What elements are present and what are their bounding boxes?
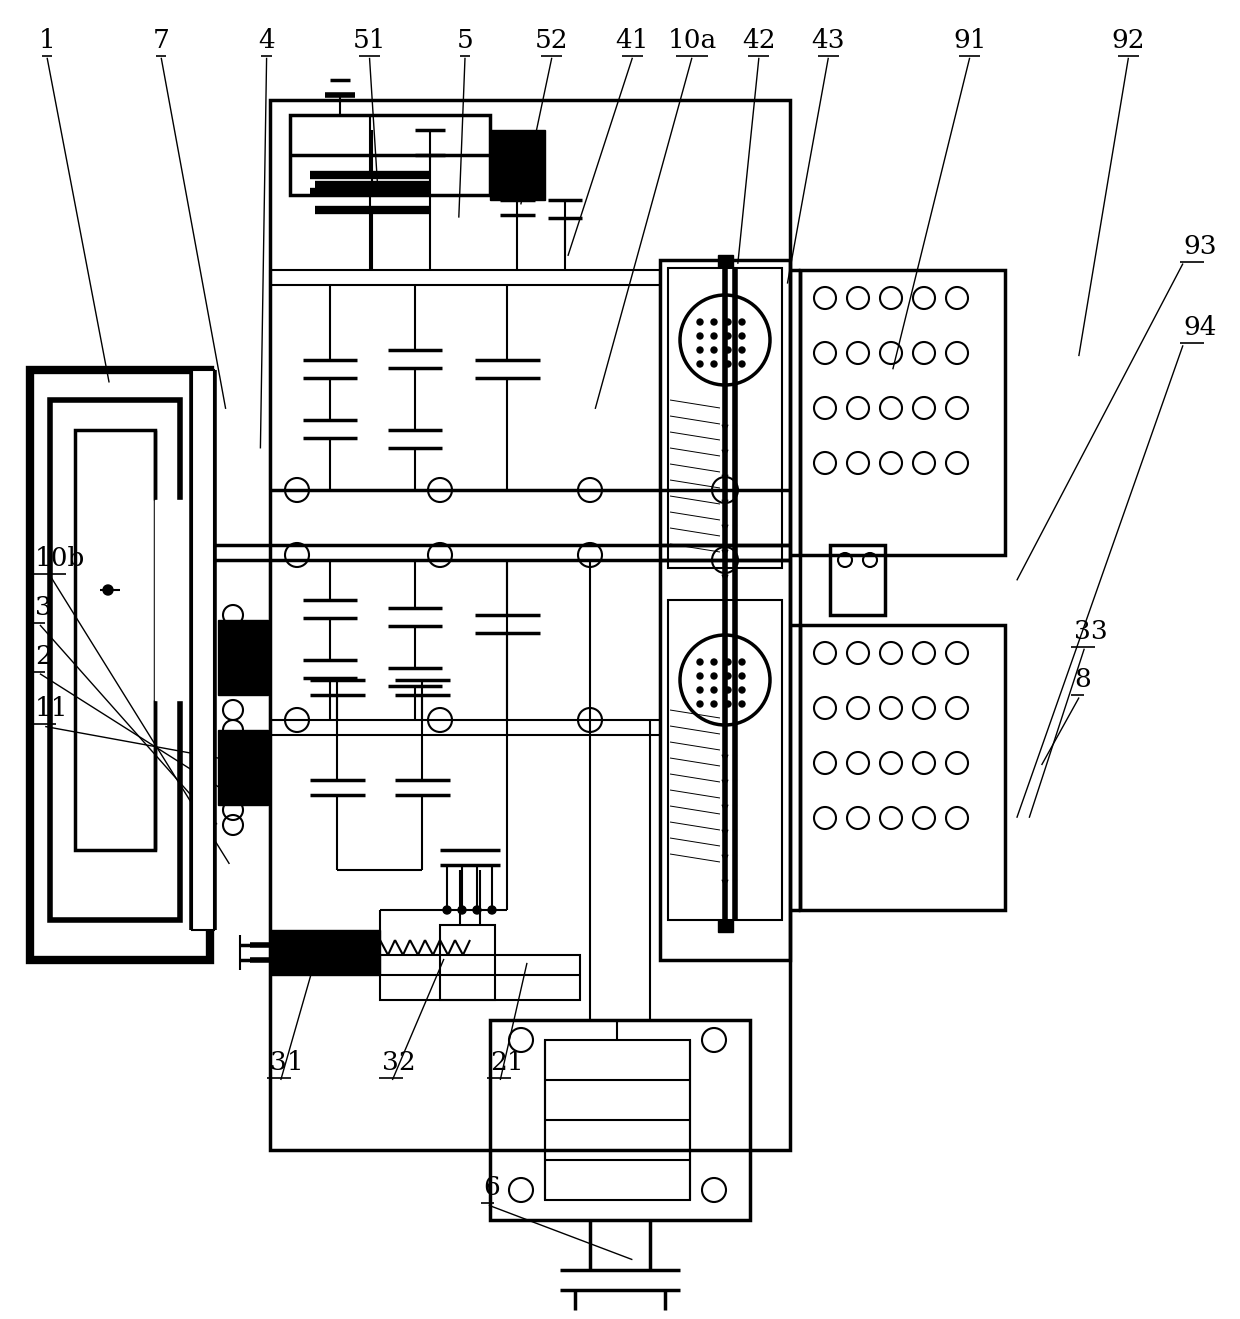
Text: 33: 33 xyxy=(1074,619,1107,644)
Bar xyxy=(718,919,733,933)
Circle shape xyxy=(739,361,745,367)
Circle shape xyxy=(739,319,745,324)
Text: 93: 93 xyxy=(1183,233,1216,259)
Bar xyxy=(379,955,580,1000)
Circle shape xyxy=(489,906,496,914)
Circle shape xyxy=(458,906,466,914)
Bar xyxy=(668,268,782,568)
Circle shape xyxy=(711,700,717,707)
Circle shape xyxy=(697,660,703,665)
Bar xyxy=(440,925,495,1000)
Circle shape xyxy=(739,347,745,353)
Bar xyxy=(218,620,268,695)
Circle shape xyxy=(725,673,732,679)
Bar xyxy=(490,1020,750,1220)
Circle shape xyxy=(711,673,717,679)
Text: 92: 92 xyxy=(1111,28,1146,53)
Bar xyxy=(290,115,490,195)
Circle shape xyxy=(711,687,717,692)
Circle shape xyxy=(725,319,732,324)
Circle shape xyxy=(697,347,703,353)
Bar xyxy=(218,729,268,805)
Text: 1: 1 xyxy=(38,28,56,53)
Circle shape xyxy=(725,687,732,692)
Text: 8: 8 xyxy=(1074,667,1091,692)
Bar xyxy=(74,430,155,849)
Circle shape xyxy=(697,319,703,324)
Circle shape xyxy=(739,700,745,707)
Text: 32: 32 xyxy=(382,1050,415,1075)
Text: 91: 91 xyxy=(952,28,987,53)
Bar xyxy=(490,131,546,200)
Text: 43: 43 xyxy=(811,28,846,53)
Circle shape xyxy=(739,332,745,339)
Circle shape xyxy=(725,660,732,665)
Bar xyxy=(30,371,210,960)
Text: 4: 4 xyxy=(258,28,275,53)
Circle shape xyxy=(725,361,732,367)
Bar xyxy=(668,600,782,919)
Circle shape xyxy=(697,361,703,367)
Circle shape xyxy=(711,347,717,353)
Circle shape xyxy=(711,660,717,665)
Text: 21: 21 xyxy=(490,1050,523,1075)
Text: 5: 5 xyxy=(456,28,474,53)
Bar xyxy=(192,371,215,930)
Circle shape xyxy=(697,673,703,679)
Bar xyxy=(830,545,885,615)
Text: 3: 3 xyxy=(35,595,52,620)
Circle shape xyxy=(711,332,717,339)
Circle shape xyxy=(697,332,703,339)
Bar xyxy=(50,400,180,919)
Text: 41: 41 xyxy=(615,28,650,53)
Circle shape xyxy=(697,700,703,707)
Text: 10b: 10b xyxy=(35,546,86,571)
Text: 10a: 10a xyxy=(667,28,717,53)
Circle shape xyxy=(725,332,732,339)
Circle shape xyxy=(711,319,717,324)
Text: 31: 31 xyxy=(270,1050,304,1075)
Bar xyxy=(660,260,790,960)
Text: 51: 51 xyxy=(352,28,387,53)
Circle shape xyxy=(443,906,451,914)
Circle shape xyxy=(697,687,703,692)
Text: 11: 11 xyxy=(35,696,68,721)
Bar xyxy=(800,270,1004,555)
Bar xyxy=(155,500,184,700)
Circle shape xyxy=(739,687,745,692)
Circle shape xyxy=(739,660,745,665)
Circle shape xyxy=(725,347,732,353)
Text: 7: 7 xyxy=(153,28,170,53)
Bar xyxy=(270,100,790,1150)
Bar xyxy=(546,1039,689,1200)
Circle shape xyxy=(739,673,745,679)
Circle shape xyxy=(711,361,717,367)
Circle shape xyxy=(725,700,732,707)
Text: 52: 52 xyxy=(534,28,569,53)
Bar xyxy=(718,255,733,266)
Text: 42: 42 xyxy=(742,28,776,53)
Text: 2: 2 xyxy=(35,644,52,669)
Bar xyxy=(270,930,379,975)
Bar xyxy=(800,625,1004,910)
Text: 6: 6 xyxy=(484,1175,501,1200)
Circle shape xyxy=(103,586,113,595)
Circle shape xyxy=(472,906,481,914)
Text: 94: 94 xyxy=(1183,315,1216,340)
